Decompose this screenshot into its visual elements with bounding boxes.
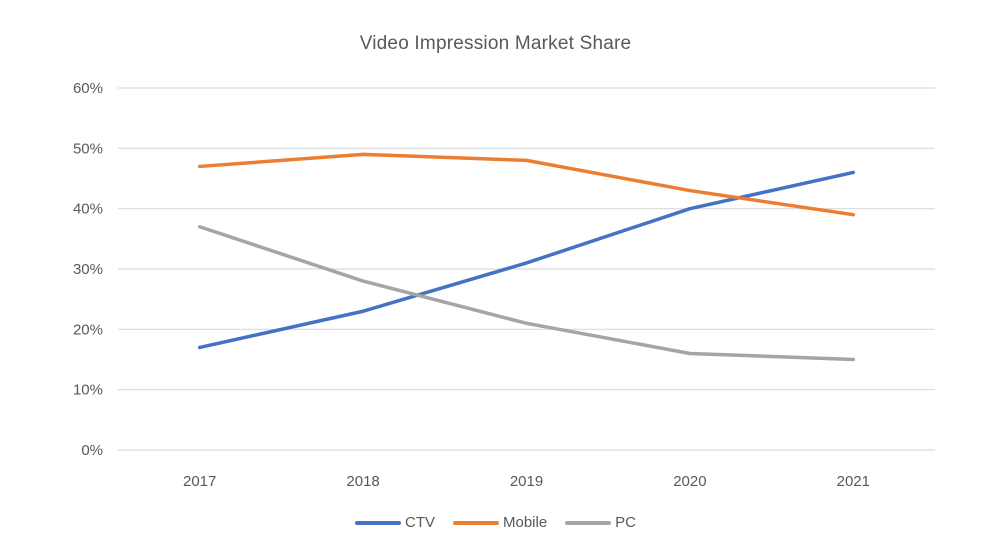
- series-line-pc: [197, 225, 856, 362]
- y-axis-tick-label: 0%: [81, 442, 103, 459]
- legend-label: CTV: [404, 514, 435, 531]
- legend-line-swatch-icon: [354, 520, 401, 525]
- chart-title: Video Impression Market Share: [359, 33, 632, 54]
- x-axis-tick-label: 2018: [346, 473, 379, 490]
- legend-line-swatch-icon: [452, 520, 499, 525]
- legend-line-swatch-icon: [565, 520, 612, 525]
- legend-label: Mobile: [502, 514, 548, 531]
- y-axis-tick-label: 30%: [73, 261, 103, 278]
- series-line-ctv: [197, 170, 856, 350]
- legend-item-ctv: CTV: [354, 514, 435, 531]
- chart-legend: CTV Mobile PC: [0, 514, 991, 531]
- y-axis-tick-label: 40%: [73, 201, 103, 218]
- y-axis-tick-label: 20%: [73, 321, 103, 338]
- x-axis-tick-label: 2019: [510, 473, 543, 490]
- x-axis-tick-label: 2021: [837, 473, 870, 490]
- y-axis-tick-label: 10%: [73, 382, 103, 399]
- legend-item-mobile: Mobile: [452, 514, 548, 531]
- legend-label: PC: [615, 514, 637, 531]
- y-axis-tick-label: 60%: [73, 80, 103, 97]
- series-line-mobile: [197, 152, 856, 217]
- x-axis-tick-label: 2020: [673, 473, 706, 490]
- x-axis-tick-label: 2017: [183, 473, 216, 490]
- y-axis-tick-label: 50%: [73, 140, 103, 157]
- legend-item-pc: PC: [565, 514, 636, 531]
